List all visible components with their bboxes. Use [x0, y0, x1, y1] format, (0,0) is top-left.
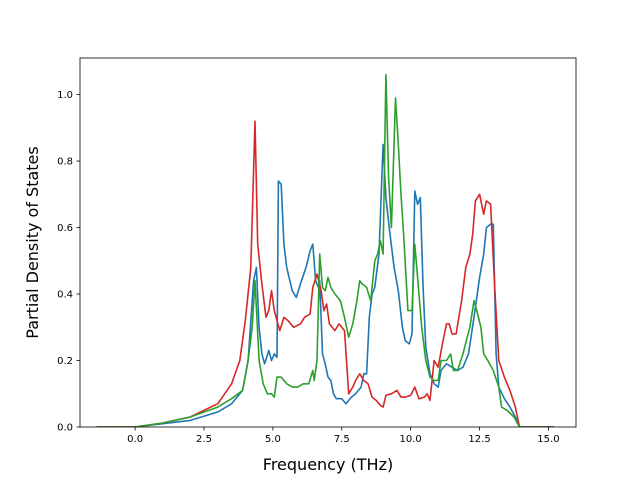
y-tick-label: 0.2 [57, 356, 73, 367]
series-line-1 [96, 143, 554, 427]
x-axis-label: Frequency (THz) [263, 455, 393, 474]
x-tick-label: 2.5 [196, 434, 212, 445]
x-tick-label: 10.0 [400, 434, 422, 445]
y-tick-label: 1.0 [57, 90, 73, 101]
y-tick-label: 0.8 [57, 157, 73, 168]
series-layer [96, 73, 554, 427]
y-tick-label: 0.4 [57, 290, 73, 301]
axes-frame [79, 57, 577, 428]
y-tick-label: 0.6 [57, 223, 73, 234]
x-tick-label: 5.0 [265, 434, 281, 445]
series-line-2 [96, 120, 554, 427]
x-axis-ticks: 0.0 2.5 5.0 7.5 10.0 12.5 15.0 [127, 427, 560, 445]
x-tick-label: 0.0 [127, 434, 143, 445]
y-axis-ticks: 0.0 0.2 0.4 0.6 0.8 1.0 [57, 90, 80, 434]
y-tick-label: 0.0 [57, 423, 73, 434]
x-tick-label: 12.5 [468, 434, 490, 445]
x-tick-label: 15.0 [537, 434, 559, 445]
series-line-3 [96, 73, 554, 427]
y-axis-label: Partial Density of States [23, 146, 42, 338]
x-tick-label: 7.5 [334, 434, 350, 445]
